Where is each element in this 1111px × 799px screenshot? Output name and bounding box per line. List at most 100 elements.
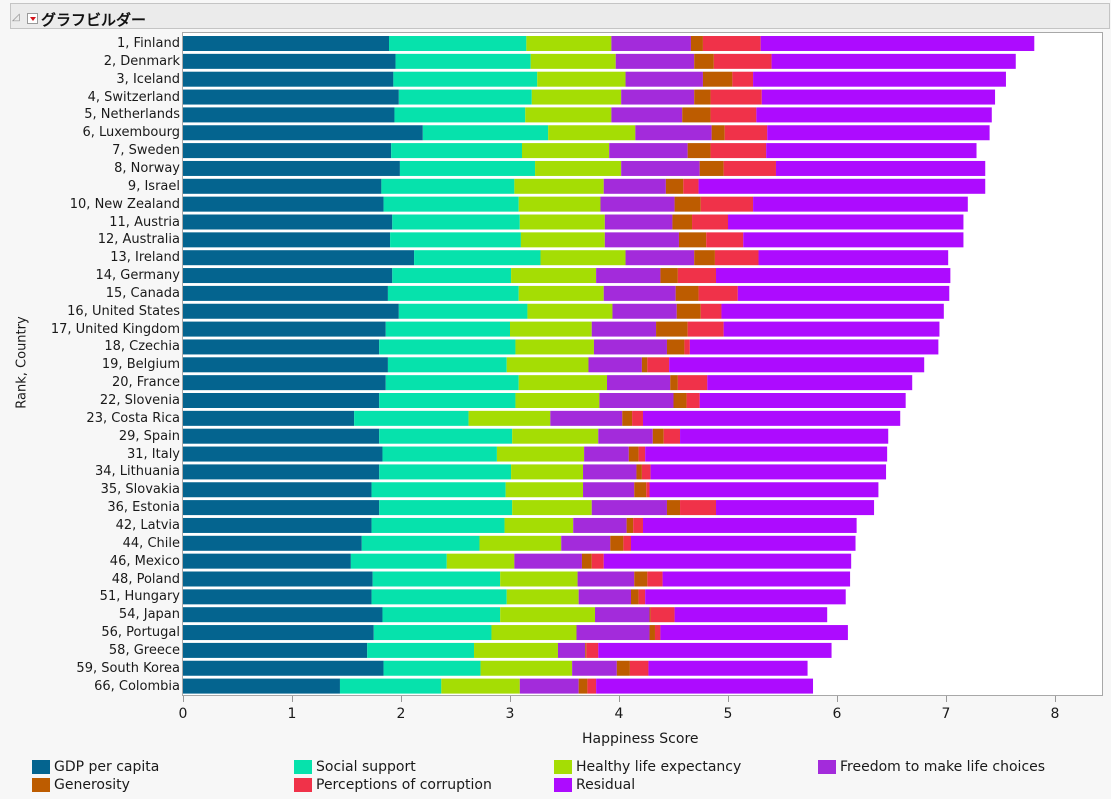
bar-segment[interactable] [642,517,857,533]
bar-segment[interactable] [183,178,382,194]
bar-segment[interactable] [373,625,492,641]
bar-segment[interactable] [535,160,622,176]
bar-segment[interactable] [672,214,693,230]
bar-segment[interactable] [683,178,699,194]
bar-segment[interactable] [183,214,393,230]
bar-segment[interactable] [771,53,1016,69]
bar-segment[interactable] [634,571,648,587]
bar-segment[interactable] [680,500,717,516]
bar-segment[interactable] [506,589,579,605]
bar-segment[interactable] [723,321,940,337]
bar-segment[interactable] [702,71,733,87]
bar-segment[interactable] [510,321,592,337]
bar-segment[interactable] [687,143,711,159]
bar-segment[interactable] [183,107,395,123]
bar-segment[interactable] [662,571,851,587]
bar-segment[interactable] [591,553,604,569]
bar-segment[interactable] [183,196,384,212]
bar-segment[interactable] [666,500,681,516]
bar-segment[interactable] [519,214,605,230]
bar-segment[interactable] [649,482,879,498]
bar-segment[interactable] [183,678,340,694]
bar-segment[interactable] [612,303,677,319]
bar-segment[interactable] [583,482,635,498]
bar-segment[interactable] [183,446,383,462]
bar-segment[interactable] [625,250,695,266]
bar-segment[interactable] [710,107,757,123]
bar-segment[interactable] [682,107,711,123]
bar-segment[interactable] [648,660,808,676]
bar-segment[interactable] [496,446,585,462]
bar-segment[interactable] [446,553,515,569]
bar-segment[interactable] [630,589,639,605]
bar-segment[interactable] [684,339,690,355]
bar-segment[interactable] [392,214,520,230]
bar-segment[interactable] [540,250,626,266]
bar-segment[interactable] [728,214,964,230]
bar-segment[interactable] [379,464,512,480]
bar-segment[interactable] [371,482,506,498]
bar-segment[interactable] [625,71,703,87]
bar-segment[interactable] [714,250,759,266]
bar-segment[interactable] [633,517,643,533]
bar-segment[interactable] [371,517,505,533]
bar-segment[interactable] [491,625,577,641]
bar-segment[interactable] [699,160,724,176]
bar-segment[interactable] [183,607,383,623]
bar-segment[interactable] [506,357,589,373]
bar-segment[interactable] [626,517,634,533]
bar-segment[interactable] [710,143,767,159]
bar-segment[interactable] [512,428,599,444]
bar-segment[interactable] [399,160,536,176]
bar-segment[interactable] [645,589,846,605]
bar-segment[interactable] [398,89,532,105]
bar-segment[interactable] [585,642,587,658]
bar-segment[interactable] [183,303,399,319]
bar-segment[interactable] [702,36,761,51]
bar-segment[interactable] [518,285,604,301]
bar-segment[interactable] [690,36,703,51]
bar-segment[interactable] [371,589,507,605]
bar-segment[interactable] [387,357,507,373]
bar-segment[interactable] [367,642,475,658]
bar-segment[interactable] [647,357,670,373]
legend-item[interactable]: Healthy life expectancy [554,759,741,775]
bar-segment[interactable] [514,178,604,194]
legend-item[interactable]: Generosity [32,777,130,793]
bar-segment[interactable] [557,642,586,658]
bar-segment[interactable] [607,375,671,391]
bar-segment[interactable] [525,107,612,123]
bar-segment[interactable] [635,125,712,141]
bar-segment[interactable] [422,125,549,141]
bar-segment[interactable] [676,303,701,319]
bar-segment[interactable] [663,428,681,444]
bar-segment[interactable] [183,464,380,480]
bar-segment[interactable] [596,268,661,284]
bar-segment[interactable] [183,642,368,658]
bar-segment[interactable] [587,678,597,694]
bar-segment[interactable] [600,196,675,212]
bar-segment[interactable] [775,160,986,176]
bar-segment[interactable] [622,410,633,426]
bar-segment[interactable] [586,642,599,658]
bar-segment[interactable] [581,553,592,569]
bar-segment[interactable] [530,53,616,69]
bar-segment[interactable] [630,535,856,551]
bar-segment[interactable] [694,250,715,266]
bar-segment[interactable] [603,178,666,194]
bar-segment[interactable] [611,36,691,51]
bar-segment[interactable] [647,571,663,587]
bar-segment[interactable] [723,160,776,176]
bar-segment[interactable] [674,196,701,212]
bar-segment[interactable] [656,321,688,337]
bar-segment[interactable] [698,178,986,194]
bar-segment[interactable] [511,268,597,284]
bar-segment[interactable] [578,678,588,694]
bar-segment[interactable] [677,268,717,284]
bar-segment[interactable] [698,285,738,301]
bar-segment[interactable] [716,500,875,516]
bar-segment[interactable] [692,214,728,230]
bar-segment[interactable] [537,71,626,87]
bar-segment[interactable] [183,535,362,551]
bar-segment[interactable] [743,232,964,248]
